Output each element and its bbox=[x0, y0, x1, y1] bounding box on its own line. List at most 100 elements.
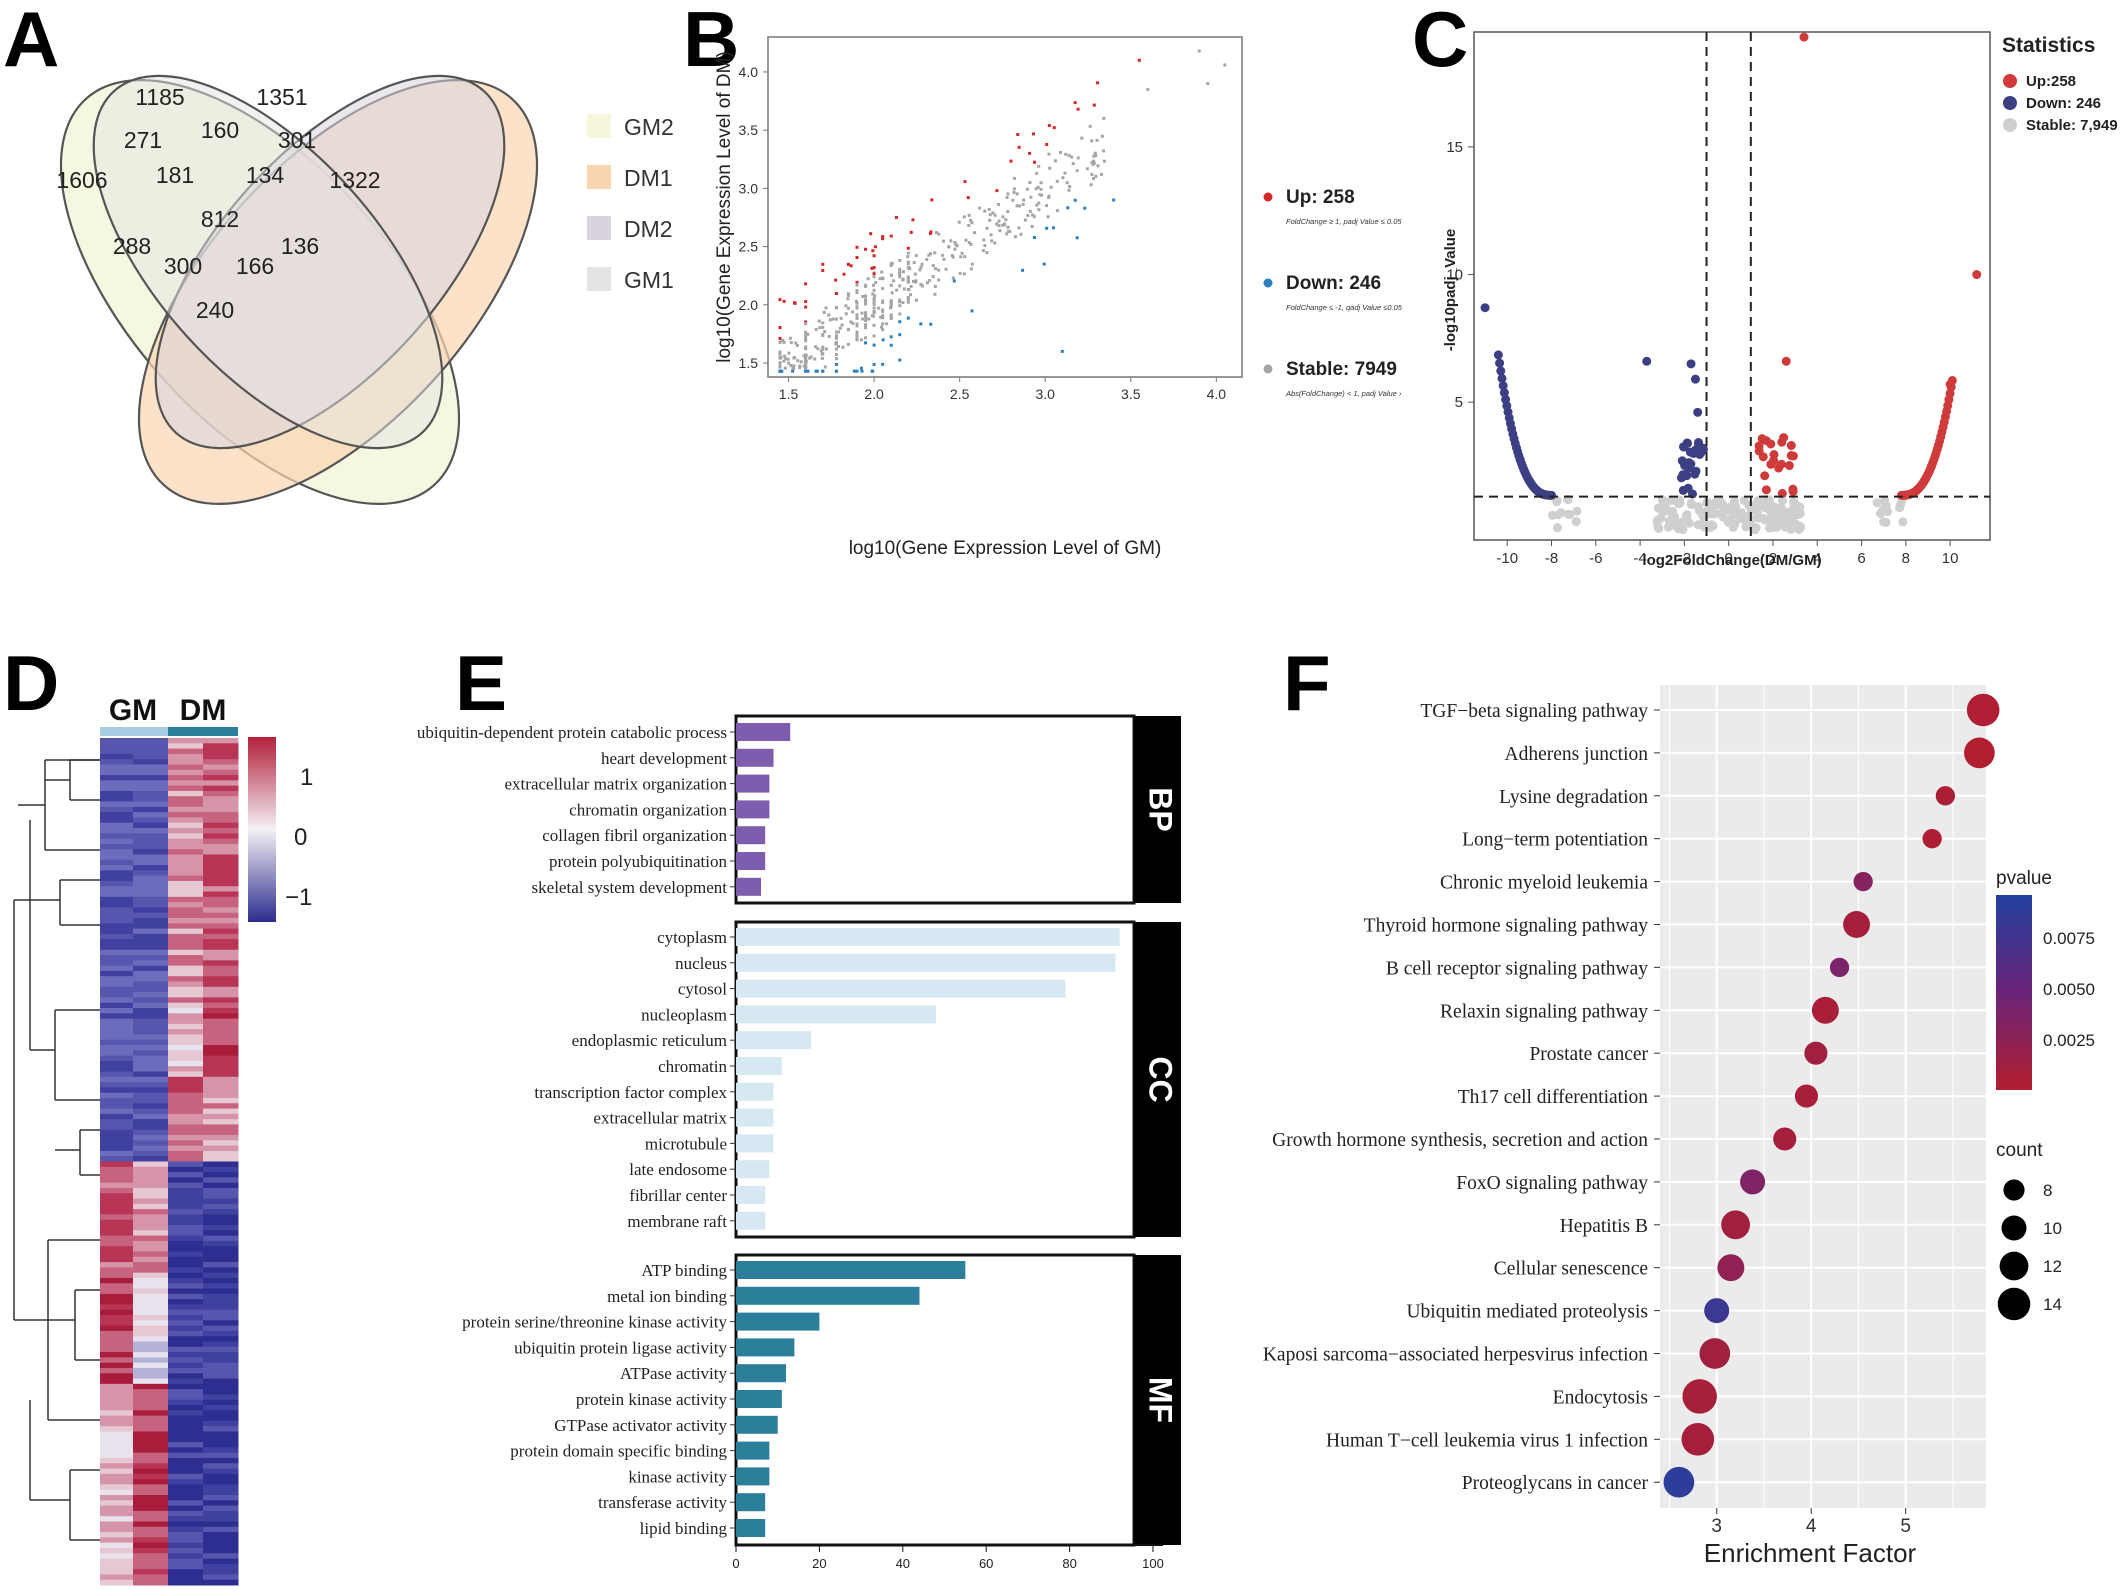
c-ytick-label: 10 bbox=[1446, 267, 1463, 284]
heatmap-group-gm: GM bbox=[109, 694, 157, 727]
scatter-point-down bbox=[780, 369, 784, 373]
heatmap-cell bbox=[168, 955, 204, 961]
scatter-point-stable bbox=[906, 251, 910, 255]
heatmap-cell bbox=[203, 1579, 239, 1586]
heatmap-cell bbox=[168, 769, 204, 776]
f-xtick-label: 5 bbox=[1900, 1516, 1911, 1537]
scatter-point-stable bbox=[989, 233, 993, 237]
heatmap-cell bbox=[100, 1140, 134, 1147]
heatmap-cell bbox=[133, 1225, 169, 1231]
go-term-label: ubiquitin protein ligase activity bbox=[514, 1338, 727, 1357]
scatter-point-stable bbox=[892, 279, 896, 283]
scatter-point-stable bbox=[819, 349, 823, 353]
f-bubble bbox=[1804, 1041, 1828, 1065]
volcano-point-stable bbox=[1663, 522, 1673, 532]
scatter-point-stable bbox=[1070, 155, 1074, 159]
heatmap-cell bbox=[203, 1410, 239, 1417]
go-term-label: extracellular matrix bbox=[593, 1109, 727, 1128]
heatmap-cell bbox=[133, 1018, 169, 1025]
heatmap-cell bbox=[168, 1082, 204, 1088]
b-legend-label: Stable: 7949 bbox=[1286, 359, 1397, 380]
heatmap-cell bbox=[168, 1574, 204, 1581]
scatter-point-stable bbox=[944, 267, 948, 271]
volcano-point-up bbox=[1766, 459, 1776, 469]
heatmap-cell bbox=[168, 986, 204, 993]
heatmap-cell bbox=[168, 1156, 204, 1162]
heatmap-cell bbox=[133, 759, 169, 765]
heatmap-dendrogram-branch bbox=[30, 1009, 100, 1101]
scatter-point-stable bbox=[1092, 159, 1096, 163]
scatter-point-stable bbox=[804, 357, 808, 361]
heatmap-cell bbox=[168, 1373, 204, 1380]
heatmap-cell bbox=[203, 1172, 239, 1178]
heatmap-cell bbox=[203, 1346, 239, 1353]
heatmap-cell bbox=[203, 1150, 239, 1157]
heatmap-cell bbox=[203, 1230, 239, 1237]
heatmap-cell bbox=[203, 1251, 239, 1258]
heatmap-cell bbox=[168, 1336, 204, 1342]
scatter-point-down bbox=[804, 369, 808, 373]
scatter-point-down bbox=[860, 369, 864, 373]
heatmap-cell bbox=[100, 907, 134, 914]
heatmap-cell bbox=[133, 1394, 169, 1401]
scatter-point-down bbox=[806, 369, 810, 373]
scatter-point-stable bbox=[778, 365, 782, 369]
heatmap-cell bbox=[133, 1367, 169, 1374]
scatter-point-stable bbox=[827, 313, 831, 317]
heatmap-cell bbox=[100, 1521, 134, 1528]
go-term-label: late endosome bbox=[629, 1160, 727, 1179]
scatter-point-stable bbox=[861, 317, 865, 321]
scatter-point-up bbox=[855, 255, 859, 259]
scatter-point-up bbox=[906, 246, 910, 250]
volcano-point-down bbox=[1498, 381, 1508, 391]
heatmap-cell bbox=[168, 1182, 204, 1189]
scatter-point-stable bbox=[1094, 153, 1098, 157]
heatmap-cell bbox=[100, 833, 134, 840]
heatmap-cell bbox=[168, 838, 204, 845]
scatter-point-stable bbox=[895, 288, 899, 292]
heatmap-cell bbox=[168, 1426, 204, 1432]
scatter-point-stable bbox=[859, 338, 863, 342]
heatmap-cell bbox=[203, 891, 239, 898]
heatmap-cell bbox=[100, 1563, 134, 1570]
volcano-point-down bbox=[1497, 373, 1507, 383]
scatter-point-stable bbox=[927, 279, 931, 283]
scatter-point-down bbox=[855, 369, 859, 373]
volcano-point-stable bbox=[1881, 517, 1891, 527]
heatmap-cell bbox=[100, 886, 134, 893]
heatmap-cell bbox=[203, 1262, 239, 1268]
scatter-point-stable bbox=[813, 357, 817, 361]
scatter-point-stable bbox=[947, 245, 951, 249]
heatmap-cell bbox=[203, 992, 239, 998]
heatmap-cell bbox=[133, 1007, 169, 1014]
heatmap-cell bbox=[133, 1431, 169, 1438]
heatmap-cell bbox=[168, 1452, 204, 1459]
scatter-point-stable bbox=[1046, 215, 1050, 219]
volcano-point-stable bbox=[1718, 499, 1728, 509]
heatmap-cell bbox=[133, 1150, 169, 1157]
heatmap-cell bbox=[203, 806, 239, 813]
heatmap-cell bbox=[203, 933, 239, 940]
scatter-point-stable bbox=[978, 206, 982, 210]
scatter-point-stable bbox=[1034, 187, 1038, 191]
heatmap-cell bbox=[133, 1055, 169, 1062]
heatmap-cell bbox=[133, 1352, 169, 1358]
heatmap-cell bbox=[203, 1574, 239, 1581]
volcano-point-up bbox=[1972, 270, 1982, 280]
heatmap-cell bbox=[133, 880, 169, 887]
scatter-point-stable bbox=[920, 262, 924, 266]
f-legend-pvalue-tick: 0.0050 bbox=[2043, 980, 2095, 999]
heatmap-cell bbox=[168, 1431, 204, 1438]
scatter-point-stable bbox=[1013, 235, 1017, 239]
volcano-panel-c: -10 -8 -6 -4 -2 0 2 4 6 8 10 5 10 15 log2FoldChange(D… bbox=[1442, 31, 2118, 569]
go-xtick-label: 100 bbox=[1142, 1556, 1164, 1571]
panel-c-xlabel: log2FoldChange(DM/GM) bbox=[1642, 552, 1821, 569]
heatmap-cell bbox=[133, 1389, 169, 1395]
heatmap-cell bbox=[100, 1029, 134, 1035]
go-bar-cc bbox=[736, 1134, 774, 1153]
scatter-point-stable bbox=[1055, 179, 1059, 183]
heatmap-cell bbox=[203, 1563, 239, 1570]
heatmap-cell bbox=[133, 1526, 169, 1533]
scatter-point-stable bbox=[982, 238, 986, 242]
heatmap-cell bbox=[168, 849, 204, 855]
